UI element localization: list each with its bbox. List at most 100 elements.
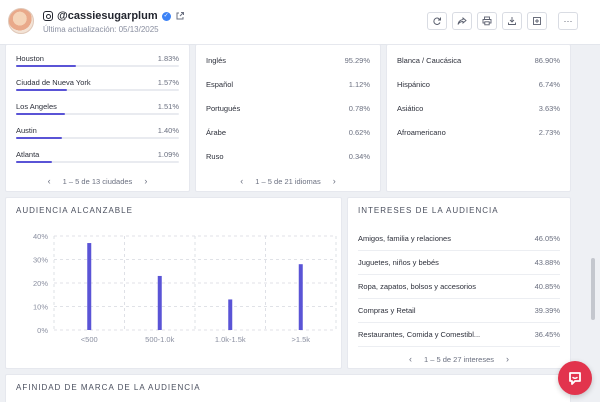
instagram-icon [43,11,53,21]
city-label: Los Angeles [16,102,57,111]
chat-icon [569,372,581,385]
ethnicity-label: Blanca / Caucásica [397,56,462,65]
pager-text: 1 – 5 de 13 ciudades [62,176,133,186]
interest-label: Compras y Retail [358,306,416,315]
prev-page-button[interactable]: ‹ [240,176,244,186]
cities-card: Houston 1.83% Ciudad de Nueva York 1.57%… [5,44,190,192]
list-item: Austin 1.40% [16,126,179,140]
city-bar [16,137,179,139]
y-tick-label: 30% [33,256,48,265]
divider [358,346,560,347]
language-value: 0.34% [348,152,370,161]
x-tick-label: 1.0k-1.5k [215,335,246,344]
city-bar-fill [16,161,52,163]
city-bar [16,113,179,115]
toolbar: ··· [427,12,578,30]
next-page-button[interactable]: › [144,176,148,186]
next-page-button[interactable]: › [332,176,336,186]
brand-affinity-title: AFINIDAD DE MARCA DE LA AUDIENCIA [16,383,201,392]
ethnicity-label: Hispánico [397,80,430,89]
more-icon: ··· [563,16,573,26]
x-tick-label: <500 [81,335,98,344]
print-button[interactable] [477,12,497,30]
city-bar-fill [16,137,62,139]
city-label: Atlanta [16,150,40,159]
divider [358,274,560,275]
ethnicity-label: Afroamericano [397,128,446,137]
language-label: Portugués [206,104,241,113]
chat-button[interactable] [558,361,592,395]
refresh-button[interactable] [427,12,447,30]
languages-list: Inglés 95.29% Español 1.12% Portugués 0.… [206,45,370,191]
cities-pager: ‹ 1 – 5 de 13 ciudades › [6,176,189,186]
print-icon [482,16,492,26]
bar [228,299,233,330]
interests-pager: ‹ 1 – 5 de 27 intereses › [348,354,570,364]
interest-value: 46.05% [534,234,560,243]
scrollbar[interactable] [591,258,595,320]
share-icon [457,17,467,25]
city-bar [16,161,179,163]
interest-value: 36.45% [534,330,560,339]
interest-label: Juguetes, niños y bebés [358,258,439,267]
prev-page-button[interactable]: ‹ [408,354,412,364]
reach-title: AUDIENCIA ALCANZABLE [16,206,133,215]
language-value: 0.78% [348,104,370,113]
y-tick-label: 10% [33,303,48,312]
profile-header: @cassiesugarplum ✓ Última actualización:… [0,0,600,45]
list-item: Los Angeles 1.51% [16,102,179,116]
divider [358,298,560,299]
bar [157,275,162,330]
language-label: Árabe [206,128,227,137]
brand-affinity-card: AFINIDAD DE MARCA DE LA AUDIENCIA [5,374,571,402]
ethnicity-label: Asiático [397,104,424,113]
list-item: Houston 1.83% [16,54,179,68]
city-bar-fill [16,113,66,115]
avatar[interactable] [8,8,34,34]
city-label: Ciudad de Nueva York [16,78,91,87]
ethnicity-value: 86.90% [534,56,560,65]
download-icon [508,17,516,25]
add-to-list-button[interactable] [527,12,547,30]
city-value: 1.40% [157,126,179,135]
ethnicity-value: 3.63% [538,104,560,113]
last-updated: Última actualización: 05/13/2025 [43,25,159,34]
language-value: 95.29% [344,56,370,65]
city-value: 1.57% [157,78,179,87]
city-label: Houston [16,54,44,63]
interests-list: Amigos, familia y relaciones 46.05% Jugu… [358,198,560,368]
language-value: 1.12% [348,80,370,89]
external-link-icon[interactable] [175,11,185,21]
bar [298,264,303,330]
ethnicity-card: Blanca / Caucásica 86.90% Hispánico 6.74… [386,44,571,192]
ethnicity-value: 6.74% [538,80,560,89]
language-label: Español [206,80,234,89]
prev-page-button[interactable]: ‹ [47,176,51,186]
share-button[interactable] [452,12,472,30]
city-value: 1.09% [157,150,179,159]
verified-badge-icon: ✓ [161,11,171,21]
language-label: Inglés [206,56,227,65]
profile-handle[interactable]: @cassiesugarplum [57,10,158,22]
languages-pager: ‹ 1 – 5 de 21 idiomas › [196,176,380,186]
city-bar [16,89,179,91]
interest-label: Restaurantes, Comida y Comestibl... [358,330,481,339]
reach-card: AUDIENCIA ALCANZABLE 0% 10% 20% 30% 40% <500 5… [5,197,342,369]
cities-list: Houston 1.83% Ciudad de Nueva York 1.57%… [16,45,179,191]
language-label: Ruso [206,152,224,161]
list-item: Atlanta 1.09% [16,150,179,164]
ethnicity-value: 2.73% [538,128,560,137]
list-item: Ciudad de Nueva York 1.57% [16,78,179,92]
pager-text: 1 – 5 de 27 intereses [423,354,495,364]
handle-row: @cassiesugarplum ✓ [43,10,185,22]
city-bar-fill [16,65,76,67]
y-tick-label: 0% [37,326,48,335]
more-button[interactable]: ··· [558,12,578,30]
bar [87,243,92,330]
download-button[interactable] [502,12,522,30]
next-page-button[interactable]: › [506,354,510,364]
interests-title: INTERESES DE LA AUDIENCIA [358,206,499,215]
interest-value: 43.88% [534,258,560,267]
x-tick-label: >1.5k [291,335,310,344]
pager-text: 1 – 5 de 21 idiomas [255,176,321,186]
